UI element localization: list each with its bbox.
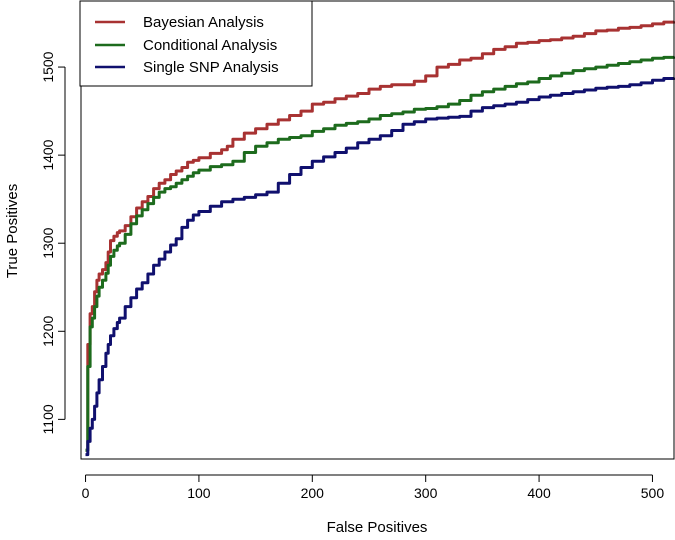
series-line-single-snp-analysis [85,77,675,457]
series-line-conditional-analysis [85,55,675,452]
legend-box [79,0,313,87]
y-tick-label: 1100 [40,404,56,434]
series-line-bayesian-analysis [85,20,675,452]
plot-area [85,20,675,457]
y-tick-label: 1200 [40,316,56,347]
x-axis-title: False Positives [327,519,428,536]
y-tick-label: 1400 [40,139,56,170]
x-tick-label: 100 [187,485,211,501]
x-tick-label: 0 [82,485,90,501]
legend-label-conditional: Conditional Analysis [143,37,277,54]
x-tick-label: 500 [641,485,665,501]
x-tick-label: 300 [414,485,438,501]
x-tick-label: 200 [301,485,325,501]
legend-label-single-snp: Single SNP Analysis [143,59,279,76]
plot-border [80,0,675,460]
x-tick-label: 400 [527,485,551,501]
legend-label-bayesian: Bayesian Analysis [143,14,264,31]
y-tick-label: 1500 [40,51,56,82]
y-tick-label: 1300 [40,227,56,258]
legend: Bayesian Analysis Conditional Analysis S… [79,0,313,87]
y-axis-title: True Positives [4,184,21,278]
axes: 0 100 200 300 400 500 1100 1200 1300 1400 1500 [40,0,675,501]
